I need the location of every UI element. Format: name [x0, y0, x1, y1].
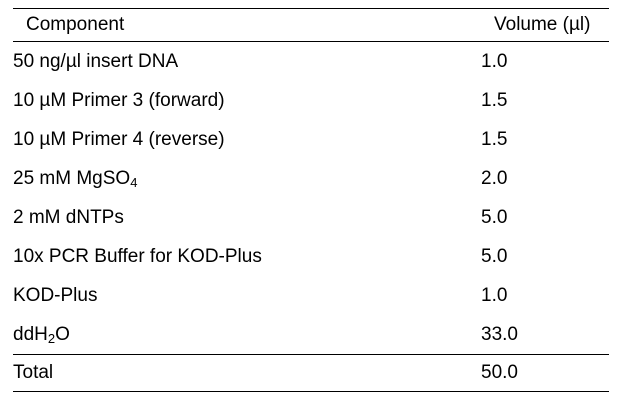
row-component: 2 mM dNTPs	[13, 206, 124, 228]
component-text: 25 mM MgSO	[13, 167, 131, 189]
row-volume: 1.5	[481, 128, 508, 150]
pcr-reaction-table-container: Component Volume (µl) 50 ng/µl insert DN…	[13, 8, 609, 392]
table-row: 50 ng/µl insert DNA 1.0	[13, 42, 609, 82]
row-component: KOD-Plus	[13, 284, 98, 306]
row-component: 10x PCR Buffer for KOD-Plus	[13, 245, 262, 267]
row-component: 10 µM Primer 3 (forward)	[13, 89, 225, 111]
row-volume: 1.0	[481, 50, 508, 72]
row-component: 10 µM Primer 4 (reverse)	[13, 128, 225, 150]
total-volume: 50.0	[481, 362, 518, 383]
total-row: Total 50.0	[13, 354, 609, 392]
subscript: 2	[47, 330, 56, 346]
total-label: Total	[13, 362, 54, 383]
row-volume: 5.0	[481, 206, 508, 228]
header-component: Component	[26, 14, 125, 35]
table-body: 50 ng/µl insert DNA 1.0 10 µM Primer 3 (…	[13, 42, 609, 392]
subscript: 4	[130, 174, 138, 190]
table-row: 25 mM MgSO4 2.0	[13, 159, 609, 198]
header-volume: Volume (µl)	[494, 14, 591, 35]
component-text-suffix: O	[55, 323, 70, 345]
row-volume: 1.5	[481, 89, 508, 111]
row-volume: 33.0	[481, 323, 518, 345]
row-volume: 2.0	[481, 167, 508, 189]
pcr-reaction-table: Component Volume (µl) 50 ng/µl insert DN…	[13, 8, 609, 392]
table-row: 10 µM Primer 3 (forward) 1.5	[13, 81, 609, 120]
row-volume: 5.0	[481, 245, 508, 267]
table-row: 10x PCR Buffer for KOD-Plus 5.0	[13, 237, 609, 276]
component-text: ddH	[13, 323, 48, 345]
table-row: ddH2O 33.0	[13, 315, 609, 355]
table-row: 2 mM dNTPs 5.0	[13, 198, 609, 237]
row-component: ddH2O	[13, 315, 481, 355]
row-volume: 1.0	[481, 284, 508, 306]
row-component: 25 mM MgSO4	[13, 159, 481, 198]
table-row: 10 µM Primer 4 (reverse) 1.5	[13, 120, 609, 159]
table-row: KOD-Plus 1.0	[13, 276, 609, 315]
table-header: Component Volume (µl)	[13, 8, 609, 42]
row-component: 50 ng/µl insert DNA	[13, 50, 179, 72]
header-row: Component Volume (µl)	[13, 8, 609, 42]
